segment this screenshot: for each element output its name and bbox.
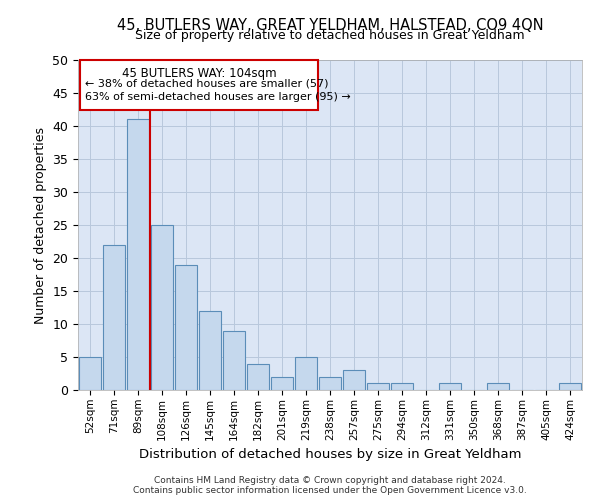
Bar	[175, 264, 197, 390]
Y-axis label: Number of detached properties: Number of detached properties	[34, 126, 47, 324]
Bar	[103, 245, 125, 390]
Bar	[79, 357, 101, 390]
Bar	[487, 384, 509, 390]
Bar	[199, 311, 221, 390]
Text: Contains HM Land Registry data © Crown copyright and database right 2024.
Contai: Contains HM Land Registry data © Crown c…	[133, 476, 527, 495]
Bar	[151, 225, 173, 390]
Bar	[559, 384, 581, 390]
Bar	[223, 330, 245, 390]
Bar	[247, 364, 269, 390]
X-axis label: Distribution of detached houses by size in Great Yeldham: Distribution of detached houses by size …	[139, 448, 521, 461]
Bar	[319, 377, 341, 390]
Text: 45 BUTLERS WAY: 104sqm: 45 BUTLERS WAY: 104sqm	[122, 66, 277, 80]
Bar	[271, 377, 293, 390]
Bar	[127, 120, 149, 390]
Text: ← 38% of detached houses are smaller (57): ← 38% of detached houses are smaller (57…	[85, 78, 329, 88]
Bar	[343, 370, 365, 390]
Text: 63% of semi-detached houses are larger (95) →: 63% of semi-detached houses are larger (…	[85, 92, 351, 102]
Bar	[295, 357, 317, 390]
Text: 45, BUTLERS WAY, GREAT YELDHAM, HALSTEAD, CO9 4QN: 45, BUTLERS WAY, GREAT YELDHAM, HALSTEAD…	[116, 18, 544, 32]
Text: Size of property relative to detached houses in Great Yeldham: Size of property relative to detached ho…	[135, 29, 525, 42]
FancyBboxPatch shape	[80, 60, 318, 110]
Bar	[367, 384, 389, 390]
Bar	[439, 384, 461, 390]
Bar	[391, 384, 413, 390]
